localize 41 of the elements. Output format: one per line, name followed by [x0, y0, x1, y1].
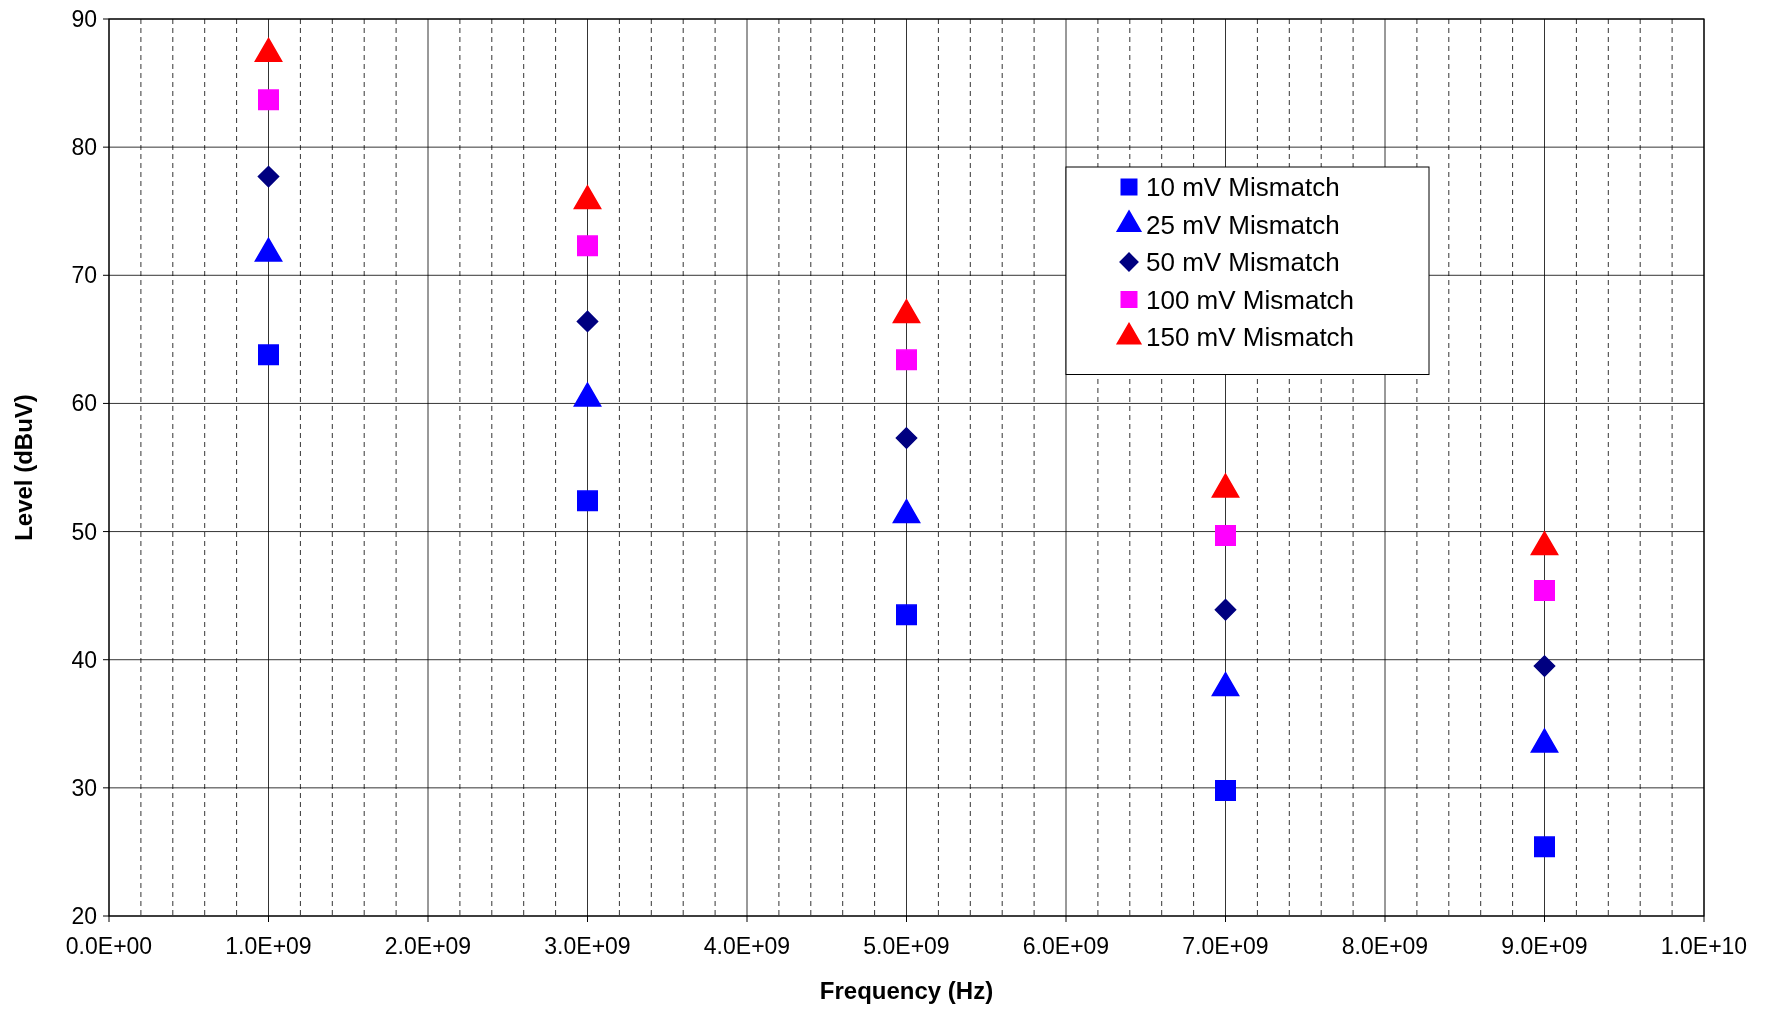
x-tick-label: 0.0E+00	[65, 933, 153, 959]
point	[1215, 524, 1236, 546]
point	[896, 349, 917, 371]
x-tick-label: 9.0E+09	[1501, 933, 1588, 959]
y-tick-label: 60	[71, 390, 97, 417]
point	[1214, 598, 1237, 621]
point	[258, 89, 279, 111]
y-tick-label: 70	[71, 262, 97, 289]
point	[895, 427, 918, 449]
y-tick-label: 90	[71, 6, 97, 33]
legend-label: 50 mV Mismatch	[1146, 247, 1340, 278]
x-tick-label: 5.0E+09	[863, 933, 950, 959]
point	[577, 235, 598, 257]
point	[258, 344, 279, 366]
x-tick-label: 4.0E+09	[703, 933, 791, 959]
y-tick-label: 50	[71, 518, 97, 545]
point	[1533, 655, 1556, 677]
legend-label: 100 mV Mismatch	[1146, 284, 1355, 315]
point	[1534, 836, 1555, 858]
y-axis-title: Level (dBuV)	[10, 394, 37, 541]
x-axis-title: Frequency (Hz)	[819, 977, 994, 1004]
legend-label: 25 mV Mismatch	[1146, 209, 1340, 240]
point	[576, 310, 599, 333]
x-tick-label: 6.0E+09	[1022, 933, 1110, 959]
x-tick-label: 1.0E+09	[225, 933, 312, 959]
x-tick-label: 3.0E+09	[544, 933, 631, 959]
legend-label: 10 mV Mismatch	[1146, 172, 1340, 203]
y-tick-label: 80	[71, 134, 97, 161]
legend-label: 150 mV Mismatch	[1146, 322, 1355, 353]
point	[1534, 580, 1555, 602]
x-tick-label: 8.0E+09	[1341, 933, 1429, 959]
point	[577, 490, 598, 512]
x-tick-label: 2.0E+09	[384, 933, 472, 959]
y-tick-label: 40	[71, 646, 97, 673]
y-tick-label: 20	[71, 903, 97, 930]
y-tick-label: 30	[71, 774, 97, 801]
point	[1215, 779, 1236, 801]
point	[257, 165, 280, 188]
x-tick-label: 1.0E+10	[1660, 933, 1748, 959]
point	[896, 604, 917, 626]
x-tick-label: 7.0E+09	[1182, 933, 1269, 959]
